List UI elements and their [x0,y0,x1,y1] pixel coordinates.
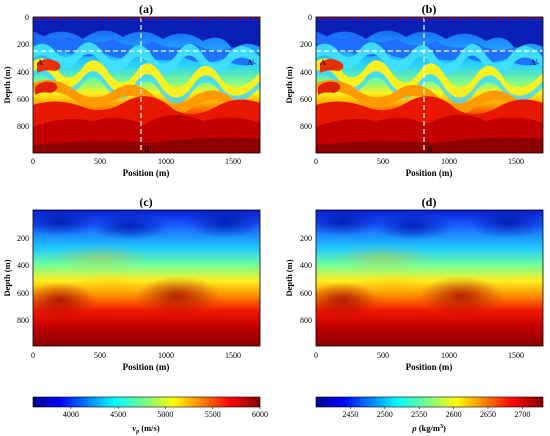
colorbar-label: ρ (kg/m3) [411,423,446,433]
x-tick-label: 1500 [508,351,524,360]
panel-d: (d) 200 400 600 800 Depth (m) 0 500 1000… [284,195,544,372]
colorbar-gradient [315,396,544,408]
plot-frame [32,16,261,154]
panel-title: (d) [422,195,437,209]
colorbar-tick-label: 4500 [110,410,126,419]
x-tick-label: 1500 [508,157,524,166]
x-tick-label: 0 [31,157,35,166]
marker-bottom: B' [144,145,151,154]
x-axis: 0 500 1000 1500 Position (m) [31,157,241,178]
colorbar-tick-label: 2500 [377,410,393,419]
marker-left: A [320,58,326,67]
y-axis-label: Depth (m) [2,259,12,296]
y-tick-label: 800 [300,122,312,131]
colorbar-gradient [32,396,261,408]
y-axis: 0 200 400 600 800 Depth (m) [2,13,29,131]
marker-right: A' [247,58,255,67]
x-tick-label: 0 [31,351,35,360]
x-axis: 0 500 1000 1500 Position (m) [314,351,524,372]
x-tick-label: 1000 [441,351,457,360]
y-axis: 200 400 600 800 Depth (m) [2,234,29,325]
colorbar-tick-label: 6000 [252,410,268,419]
x-tick-label: 1500 [225,157,241,166]
y-tick-label: 0 [308,13,312,22]
heatmap-image [33,210,260,346]
y-axis-label: Depth (m) [2,66,12,103]
x-tick-label: 500 [377,351,389,360]
colorbar-tick-label: 5000 [157,410,173,419]
y-tick-label: 400 [17,261,29,270]
y-tick-label: 800 [17,122,29,131]
plot-frame [315,16,544,154]
x-axis-label: Position (m) [123,168,170,178]
heatmap-image [316,17,543,153]
x-tick-label: 500 [377,157,389,166]
colorbar-rho: 2450 2500 2550 2600 2650 2700 ρ (kg/m3) [315,396,544,433]
x-tick-label: 1500 [225,351,241,360]
y-tick-label: 200 [300,40,312,49]
colorbar-ticks: 2450 2500 2550 2600 2650 2700 [342,407,530,419]
plot-frame [315,209,544,347]
y-tick-label: 600 [17,289,29,298]
colorbar-tick-label: 4000 [63,410,79,419]
colorbar-label: vp (m/s) [132,423,159,435]
y-axis: 200 400 600 800 Depth (m) [284,234,312,325]
x-axis-label: Position (m) [123,362,170,372]
y-tick-label: 800 [300,316,312,325]
panel-c: (c) 200 400 600 800 Depth (m) 0 500 1000… [2,195,261,372]
colorbar-tick-label: 5500 [205,410,221,419]
colorbar-tick-label: 2650 [480,410,496,419]
x-axis: 0 500 1000 1500 Position (m) [31,351,241,372]
x-axis: 0 500 1000 1500 Position (m) [314,157,524,178]
colorbar-tick-label: 2700 [514,410,530,419]
plot-frame [32,209,261,347]
marker-right: A' [530,58,538,67]
heatmap-image [33,17,260,153]
x-tick-label: 1000 [158,351,174,360]
panel-title: (a) [139,2,153,16]
panel-a: (a) A A' B' 0 200 400 600 800 Depth (m) … [2,2,261,178]
y-tick-label: 400 [300,68,312,77]
y-axis: 0 200 400 600 800 Depth (m) [284,13,312,131]
y-tick-label: 600 [300,95,312,104]
y-axis-label: Depth (m) [284,259,294,296]
marker-bottom: B' [427,145,434,154]
x-tick-label: 500 [94,157,106,166]
panel-title: (c) [139,195,152,209]
heatmap-image [316,210,543,346]
y-tick-label: 600 [300,289,312,298]
marker-left: A [37,58,43,67]
x-tick-label: 0 [314,157,318,166]
panel-title: (b) [422,2,437,16]
y-tick-label: 200 [17,40,29,49]
x-tick-label: 1000 [441,157,457,166]
y-tick-label: 400 [17,68,29,77]
x-axis-label: Position (m) [406,168,453,178]
colorbar-tick-label: 2450 [342,410,358,419]
panel-b: (b) A A' B' 0 200 400 600 800 Depth (m) … [284,2,544,178]
x-tick-label: 1000 [158,157,174,166]
y-tick-label: 200 [17,234,29,243]
y-tick-label: 0 [25,13,29,22]
colorbar-tick-label: 2600 [446,410,462,419]
y-tick-label: 400 [300,261,312,270]
y-tick-label: 200 [300,234,312,243]
x-axis-label: Position (m) [406,362,453,372]
y-tick-label: 800 [17,316,29,325]
y-tick-label: 600 [17,95,29,104]
colorbar-ticks: 4000 4500 5000 5500 6000 [63,407,268,419]
colorbar-vp: 4000 4500 5000 5500 6000 vp (m/s) [32,396,268,435]
x-tick-label: 500 [94,351,106,360]
colorbar-tick-label: 2550 [411,410,427,419]
x-tick-label: 0 [314,351,318,360]
y-axis-label: Depth (m) [284,66,294,103]
